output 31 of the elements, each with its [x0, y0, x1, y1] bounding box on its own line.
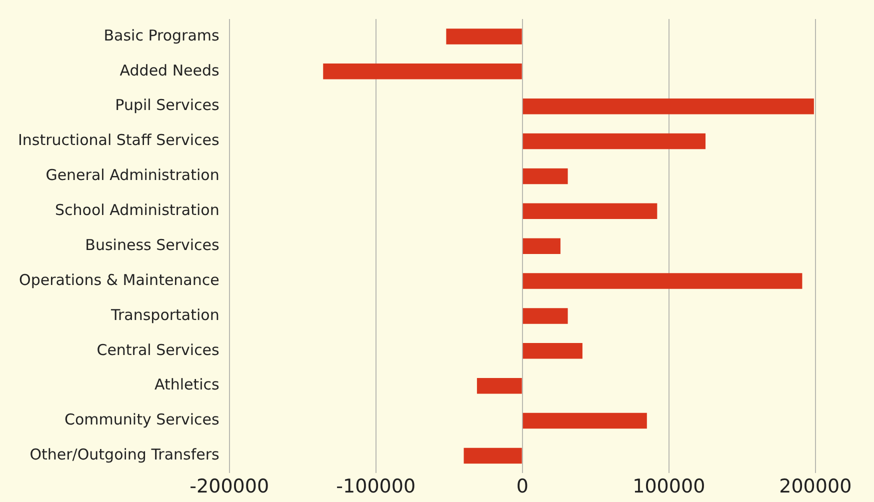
y-tick-label: Central Services	[96, 340, 220, 359]
bar	[522, 133, 706, 150]
bar	[522, 343, 582, 359]
bar	[522, 98, 814, 114]
y-tick-label: School Administration	[55, 201, 220, 220]
y-tick-label: Added Needs	[120, 61, 220, 80]
y-tick-label: General Administration	[46, 166, 220, 184]
x-tick-label: 200000	[779, 476, 852, 498]
bar	[522, 168, 568, 184]
bar	[522, 238, 560, 254]
x-tick-label: 100000	[632, 476, 706, 498]
bar	[522, 308, 568, 324]
y-tick-label: Other/Outgoing Transfers	[30, 446, 220, 464]
bar	[446, 28, 522, 44]
y-tick-label: Operations & Maintenance	[19, 270, 220, 289]
y-tick-label: Community Services	[64, 410, 220, 429]
bar	[522, 412, 647, 429]
y-tick-label: Pupil Services	[115, 96, 220, 114]
bar	[522, 273, 802, 289]
y-tick-label: Instructional Staff Services	[18, 131, 220, 150]
x-tick-label: -100000	[336, 476, 416, 498]
y-tick-label: Transportation	[110, 306, 220, 324]
x-tick-label: -200000	[190, 476, 270, 498]
bar	[522, 203, 658, 220]
x-tick-label: 0	[516, 476, 528, 498]
bar	[323, 64, 522, 80]
bar	[464, 448, 522, 464]
y-tick-label: Basic Programs	[104, 26, 220, 44]
bar	[476, 378, 522, 394]
y-tick-label: Business Services	[85, 236, 220, 254]
y-tick-label: Athletics	[154, 376, 220, 394]
